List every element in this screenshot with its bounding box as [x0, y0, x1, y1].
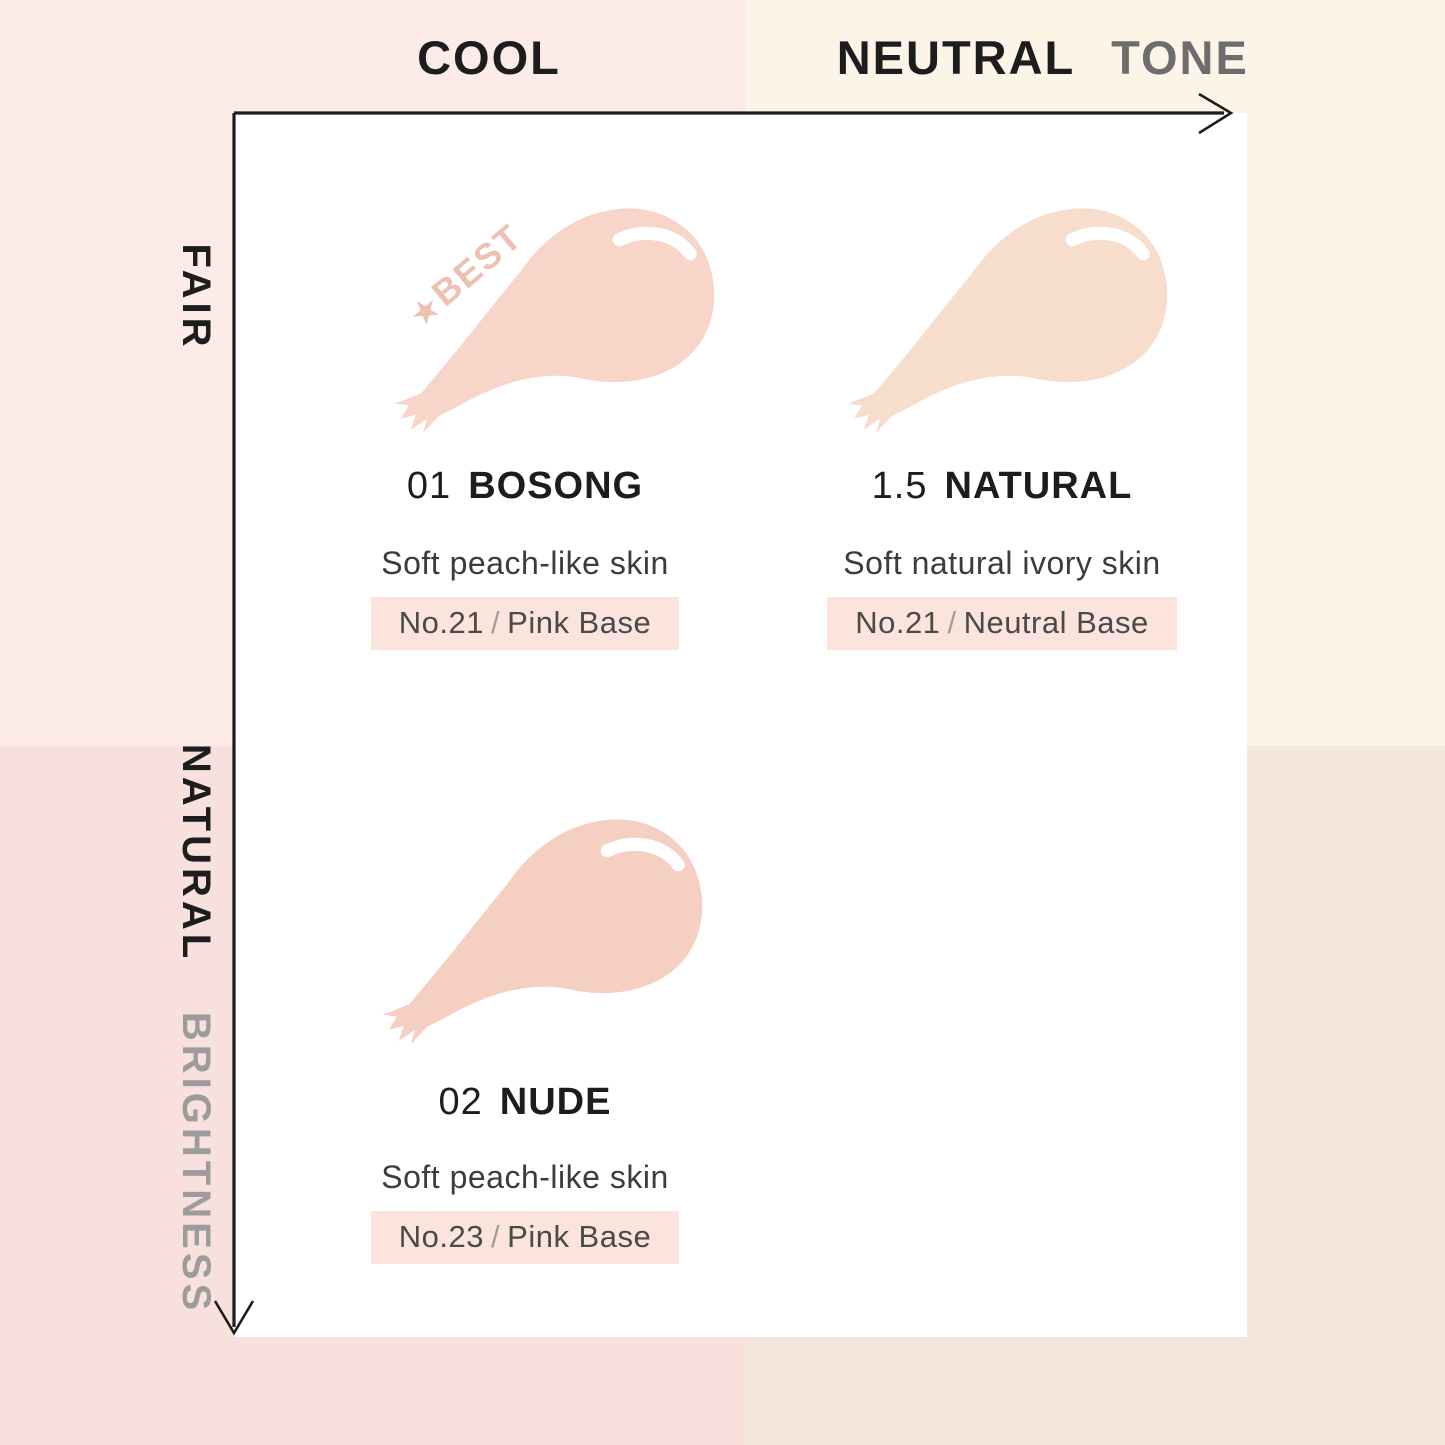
brightness-axis-title: BRIGHTNESS: [174, 1011, 218, 1315]
swatch-shape: [382, 819, 703, 1044]
shade-base-number: No.21: [855, 605, 941, 640]
shade-number: 01: [406, 465, 452, 507]
shade-base-badge: No.21/Neutral Base: [827, 597, 1177, 650]
swatch-smear-01-bosong: [394, 208, 715, 433]
tone-axis-title: TONE: [1111, 31, 1249, 84]
shade-number: 02: [438, 1081, 483, 1123]
badge-slash: /: [491, 1219, 501, 1254]
shade-base-type: Neutral Base: [963, 605, 1149, 640]
product-title: 1.5 NATURAL: [807, 467, 1197, 505]
brightness-label-fair: FAIR: [174, 243, 218, 351]
swatch-gloss-highlight: [600, 837, 685, 872]
tone-axis-arrowhead-icon: [1198, 92, 1234, 135]
shade-badge-row: No.23/Pink Base: [330, 1211, 720, 1264]
tone-label-neutral: NEUTRAL: [836, 31, 1076, 84]
badge-slash: /: [947, 605, 957, 640]
swatch-smear-02-nude: [382, 819, 703, 1044]
swatch-gloss-highlight: [1065, 226, 1150, 261]
tone-label-cool: COOL: [417, 31, 561, 84]
shade-base-number: No.23: [398, 1219, 485, 1254]
shade-card-02-nude: 02 NUDE Soft peach-like skin No.23/Pink B…: [330, 788, 720, 1278]
shade-base-badge: No.21/Pink Base: [370, 597, 680, 650]
swatch-shape: [394, 208, 715, 433]
brightness-axis-arrowhead-icon: [213, 1300, 255, 1336]
shade-badge-row: No.21/Pink Base: [330, 597, 720, 650]
shade-badge-row: No.21/Neutral Base: [807, 597, 1197, 650]
swatch-shape: [847, 208, 1168, 433]
shade-base-type: Pink Base: [507, 605, 652, 640]
product-title: 02 NUDE: [330, 1083, 720, 1121]
product-title: 01 BOSONG: [330, 467, 720, 505]
shade-description: Soft peach-like skin: [381, 545, 669, 581]
shade-name: NATURAL: [944, 465, 1133, 507]
swatch-smear-15-natural: [847, 208, 1168, 433]
brightness-label-natural: NATURAL: [174, 743, 218, 963]
shade-base-number: No.21: [398, 605, 485, 640]
shade-description: Soft natural ivory skin: [843, 545, 1161, 581]
shade-card-15-natural: 1.5 NATURAL Soft natural ivory skin No.21…: [807, 185, 1197, 675]
shade-name: NUDE: [499, 1081, 612, 1123]
shade-base-badge: No.23/Pink Base: [370, 1211, 680, 1264]
shade-base-type: Pink Base: [507, 1219, 652, 1254]
shade-card-01-bosong: ★BEST 01 BOSONG Soft peach-like skin No.2…: [330, 185, 720, 675]
badge-slash: /: [491, 605, 501, 640]
swatch-gloss-highlight: [612, 226, 697, 261]
shade-number: 1.5: [871, 465, 928, 507]
shade-description: Soft peach-like skin: [381, 1159, 669, 1195]
shade-name: BOSONG: [468, 465, 644, 507]
